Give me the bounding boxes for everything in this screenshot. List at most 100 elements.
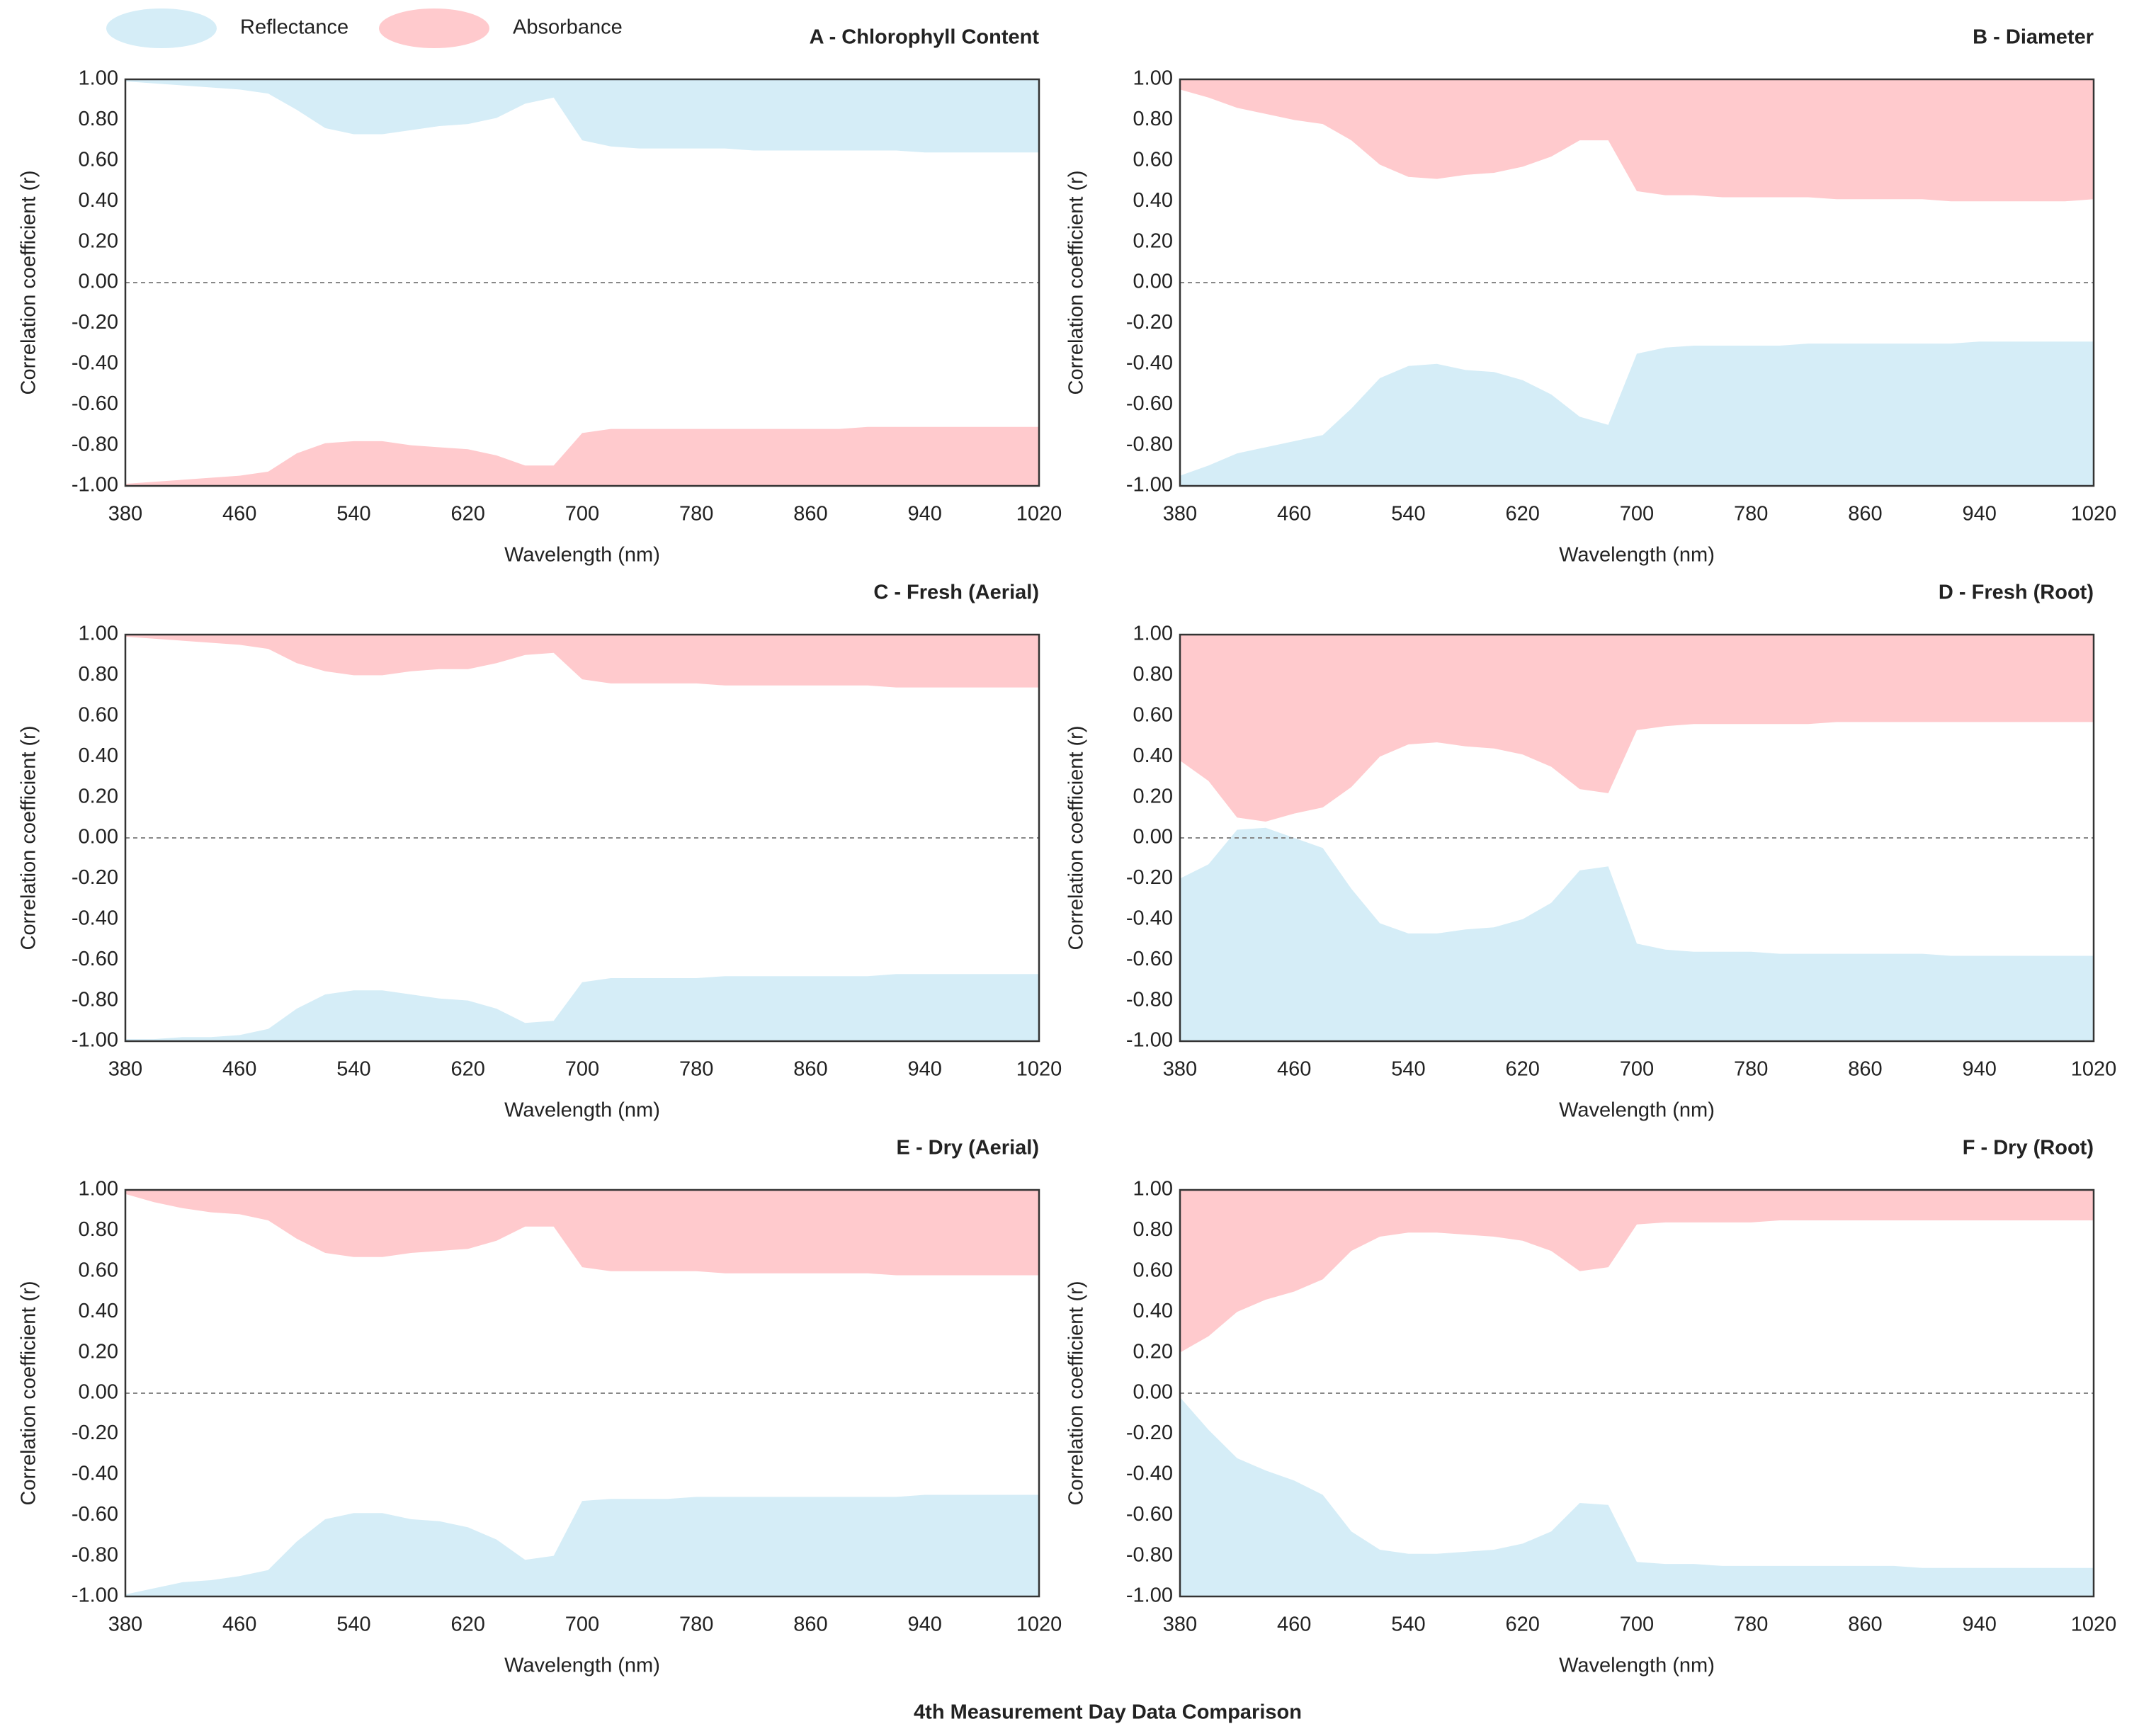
y-tick-label: 0.80 <box>79 1218 118 1241</box>
x-tick-label: 700 <box>565 1058 599 1081</box>
y-axis-label: Correlation coefficient (r) <box>1065 1281 1088 1506</box>
y-tick-label: 0.60 <box>1133 703 1173 726</box>
chart-title: D - Fresh (Root) <box>1939 581 2094 604</box>
y-tick-label: 0.60 <box>79 703 118 726</box>
y-tick-label: 0.40 <box>1133 744 1173 767</box>
x-tick-label: 460 <box>222 503 256 526</box>
x-tick-label: 540 <box>1391 1058 1425 1081</box>
area <box>1180 1397 2094 1596</box>
y-tick-label: -0.20 <box>72 866 118 889</box>
chart-title: E - Dry (Aerial) <box>897 1137 1039 1159</box>
x-tick-label: 380 <box>1163 1613 1197 1636</box>
chart-title: C - Fresh (Aerial) <box>873 581 1039 604</box>
area <box>1180 341 2094 486</box>
y-tick-label: -0.60 <box>1126 948 1173 970</box>
x-tick-label: 940 <box>1963 1613 1997 1636</box>
x-tick-label: 460 <box>222 1058 256 1081</box>
x-tick-label: 940 <box>908 1058 942 1081</box>
y-tick-label: 0.00 <box>79 1381 118 1404</box>
y-tick-label: 0.80 <box>1133 663 1173 686</box>
chart-title: F - Dry (Root) <box>1963 1137 2094 1159</box>
x-tick-label: 380 <box>1163 1058 1197 1081</box>
y-tick-label: -0.40 <box>72 1462 118 1485</box>
area <box>125 1494 1039 1596</box>
x-tick-label: 620 <box>1506 1058 1540 1081</box>
x-tick-label: 460 <box>1277 1613 1311 1636</box>
y-tick-label: 0.40 <box>1133 1300 1173 1322</box>
y-tick-label: 0.80 <box>79 108 118 130</box>
y-tick-label: 0.00 <box>1133 271 1173 293</box>
x-tick-label: 620 <box>1506 1613 1540 1636</box>
y-tick-label: -0.40 <box>72 351 118 374</box>
y-tick-label: 0.00 <box>1133 1381 1173 1404</box>
y-tick-label: -0.20 <box>1126 1422 1173 1444</box>
x-axis-label: Wavelength (nm) <box>1559 1099 1715 1122</box>
y-tick-label: -0.20 <box>1126 866 1173 889</box>
x-axis-label: Wavelength (nm) <box>504 1099 660 1122</box>
x-tick-label: 940 <box>1963 1058 1997 1081</box>
x-tick-label: 460 <box>1277 503 1311 526</box>
y-tick-label: -0.80 <box>1126 988 1173 1011</box>
legend-swatch <box>106 8 217 48</box>
legend-label: Reflectance <box>240 16 348 39</box>
x-tick-label: 540 <box>1391 1613 1425 1636</box>
y-tick-label: 0.00 <box>79 271 118 293</box>
chart-title: B - Diameter <box>1973 26 2094 49</box>
x-tick-label: 1020 <box>2071 503 2117 526</box>
y-axis-label: Correlation coefficient (r) <box>1065 726 1088 951</box>
x-tick-label: 460 <box>1277 1058 1311 1081</box>
y-tick-label: 1.00 <box>79 623 118 645</box>
legend-label: Absorbance <box>513 16 623 39</box>
y-tick-label: 0.40 <box>79 1300 118 1322</box>
area <box>1180 635 2094 822</box>
y-tick-label: -0.80 <box>72 988 118 1011</box>
y-axis-label: Correlation coefficient (r) <box>1065 171 1088 395</box>
y-tick-label: 0.00 <box>1133 826 1173 849</box>
y-tick-label: 0.20 <box>1133 229 1173 252</box>
x-tick-label: 380 <box>108 503 142 526</box>
x-tick-label: 860 <box>793 1613 827 1636</box>
y-tick-label: 0.20 <box>79 229 118 252</box>
plot-border <box>124 1188 1040 1598</box>
y-tick-label: -0.60 <box>1126 1503 1173 1526</box>
y-tick-label: 0.60 <box>79 1259 118 1281</box>
y-tick-label: 0.20 <box>79 785 118 807</box>
y-tick-label: -0.20 <box>72 311 118 334</box>
x-tick-label: 780 <box>679 503 713 526</box>
y-tick-label: -1.00 <box>72 1584 118 1607</box>
y-tick-label: 0.80 <box>1133 108 1173 130</box>
x-axis-label: Wavelength (nm) <box>1559 544 1715 567</box>
plot-border <box>1179 78 2095 487</box>
y-tick-label: 0.40 <box>79 189 118 212</box>
x-tick-label: 860 <box>793 503 827 526</box>
x-tick-label: 700 <box>1620 503 1654 526</box>
y-tick-label: 0.60 <box>1133 148 1173 171</box>
y-tick-label: -0.20 <box>1126 311 1173 334</box>
y-tick-label: 1.00 <box>79 1178 118 1201</box>
y-tick-label: -0.80 <box>72 1543 118 1566</box>
x-tick-label: 860 <box>793 1058 827 1081</box>
x-tick-label: 1020 <box>2071 1058 2117 1081</box>
x-tick-label: 620 <box>1506 503 1540 526</box>
chart-title: A - Chlorophyll Content <box>810 26 1040 49</box>
x-axis-label: Wavelength (nm) <box>504 1655 660 1677</box>
y-tick-label: 0.00 <box>79 826 118 849</box>
y-tick-label: 0.40 <box>1133 189 1173 212</box>
x-tick-label: 780 <box>679 1058 713 1081</box>
y-tick-label: -0.80 <box>1126 1543 1173 1566</box>
x-tick-label: 620 <box>451 503 485 526</box>
x-tick-label: 780 <box>1734 1058 1768 1081</box>
y-tick-label: -0.60 <box>72 1503 118 1526</box>
x-tick-label: 860 <box>1848 1058 1882 1081</box>
area <box>1180 79 2094 202</box>
y-tick-label: -1.00 <box>1126 1584 1173 1607</box>
x-tick-label: 540 <box>336 1058 370 1081</box>
y-tick-label: -1.00 <box>72 474 118 497</box>
x-tick-label: 540 <box>336 503 370 526</box>
area <box>125 426 1039 486</box>
area <box>125 79 1039 153</box>
y-tick-label: 1.00 <box>79 67 118 90</box>
y-tick-label: -0.40 <box>1126 1462 1173 1485</box>
x-tick-label: 780 <box>679 1613 713 1636</box>
x-tick-label: 380 <box>108 1613 142 1636</box>
